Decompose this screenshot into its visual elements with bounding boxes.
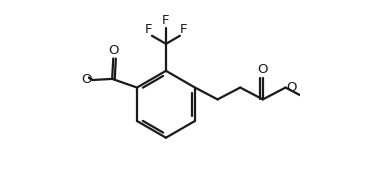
Text: F: F	[162, 14, 170, 27]
Text: O: O	[258, 63, 268, 76]
Text: F: F	[180, 23, 187, 36]
Text: O: O	[108, 44, 118, 57]
Text: O: O	[287, 81, 297, 94]
Text: F: F	[144, 23, 152, 36]
Text: O: O	[81, 73, 92, 86]
